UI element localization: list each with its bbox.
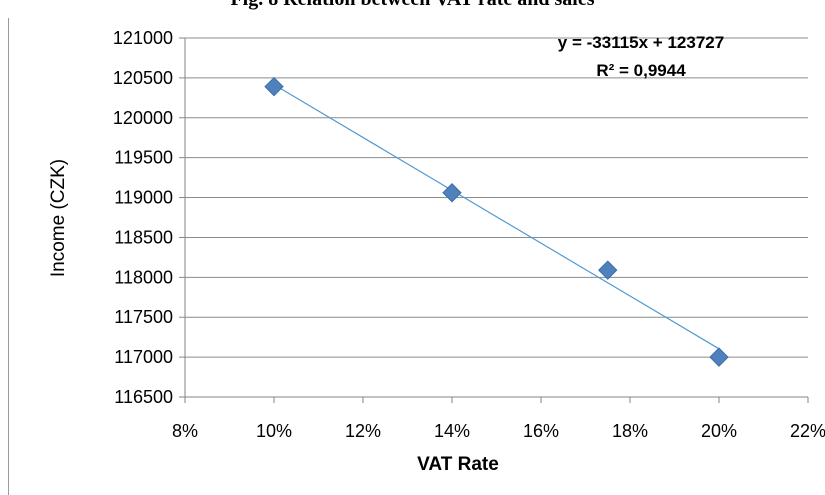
trendline-r2: R² = 0,9944	[596, 61, 686, 80]
data-point	[709, 347, 729, 367]
y-tick-labels: 116500 117000 117500 118000 118500 119000 1195…	[113, 28, 173, 407]
x-tick-label: 18%	[612, 421, 648, 441]
trendline	[273, 84, 720, 350]
data-points	[264, 76, 729, 367]
grid-lines	[185, 37, 808, 358]
y-tick-label: 118500	[114, 227, 173, 247]
x-tick-labels: 8% 10% 12% 14% 16% 18% 20% 22%	[172, 421, 825, 441]
axes	[179, 37, 809, 403]
y-tick-label: 120500	[113, 68, 173, 88]
y-tick-label: 118000	[114, 267, 173, 287]
x-axis-label: VAT Rate	[417, 454, 499, 475]
data-point	[442, 183, 462, 203]
x-tick-label: 16%	[523, 421, 559, 441]
x-tick-label: 8%	[172, 421, 198, 441]
y-tick-label: 119500	[114, 148, 173, 168]
x-tick-label: 10%	[256, 421, 292, 441]
x-tick-label: 22%	[790, 421, 825, 441]
y-tick-label: 117500	[114, 307, 173, 327]
x-tick-label: 12%	[345, 421, 381, 441]
y-tick-label: 121000	[113, 28, 173, 48]
y-tick-label: 116500	[114, 387, 173, 407]
chart-title: Fig. 8 Relation between VAT rate and sal…	[0, 0, 825, 11]
trendline-line	[273, 84, 720, 350]
y-tick-label: 120000	[113, 108, 173, 128]
data-point	[598, 260, 618, 280]
y-axis-label: Income (CZK)	[48, 159, 69, 277]
x-tick-label: 20%	[701, 421, 737, 441]
y-tick-label: 117000	[114, 347, 173, 367]
data-point	[264, 76, 284, 97]
x-tick-label: 14%	[434, 421, 470, 441]
y-tick-label: 119000	[114, 188, 173, 208]
trendline-equation: y = -33115x + 123727	[558, 33, 724, 52]
